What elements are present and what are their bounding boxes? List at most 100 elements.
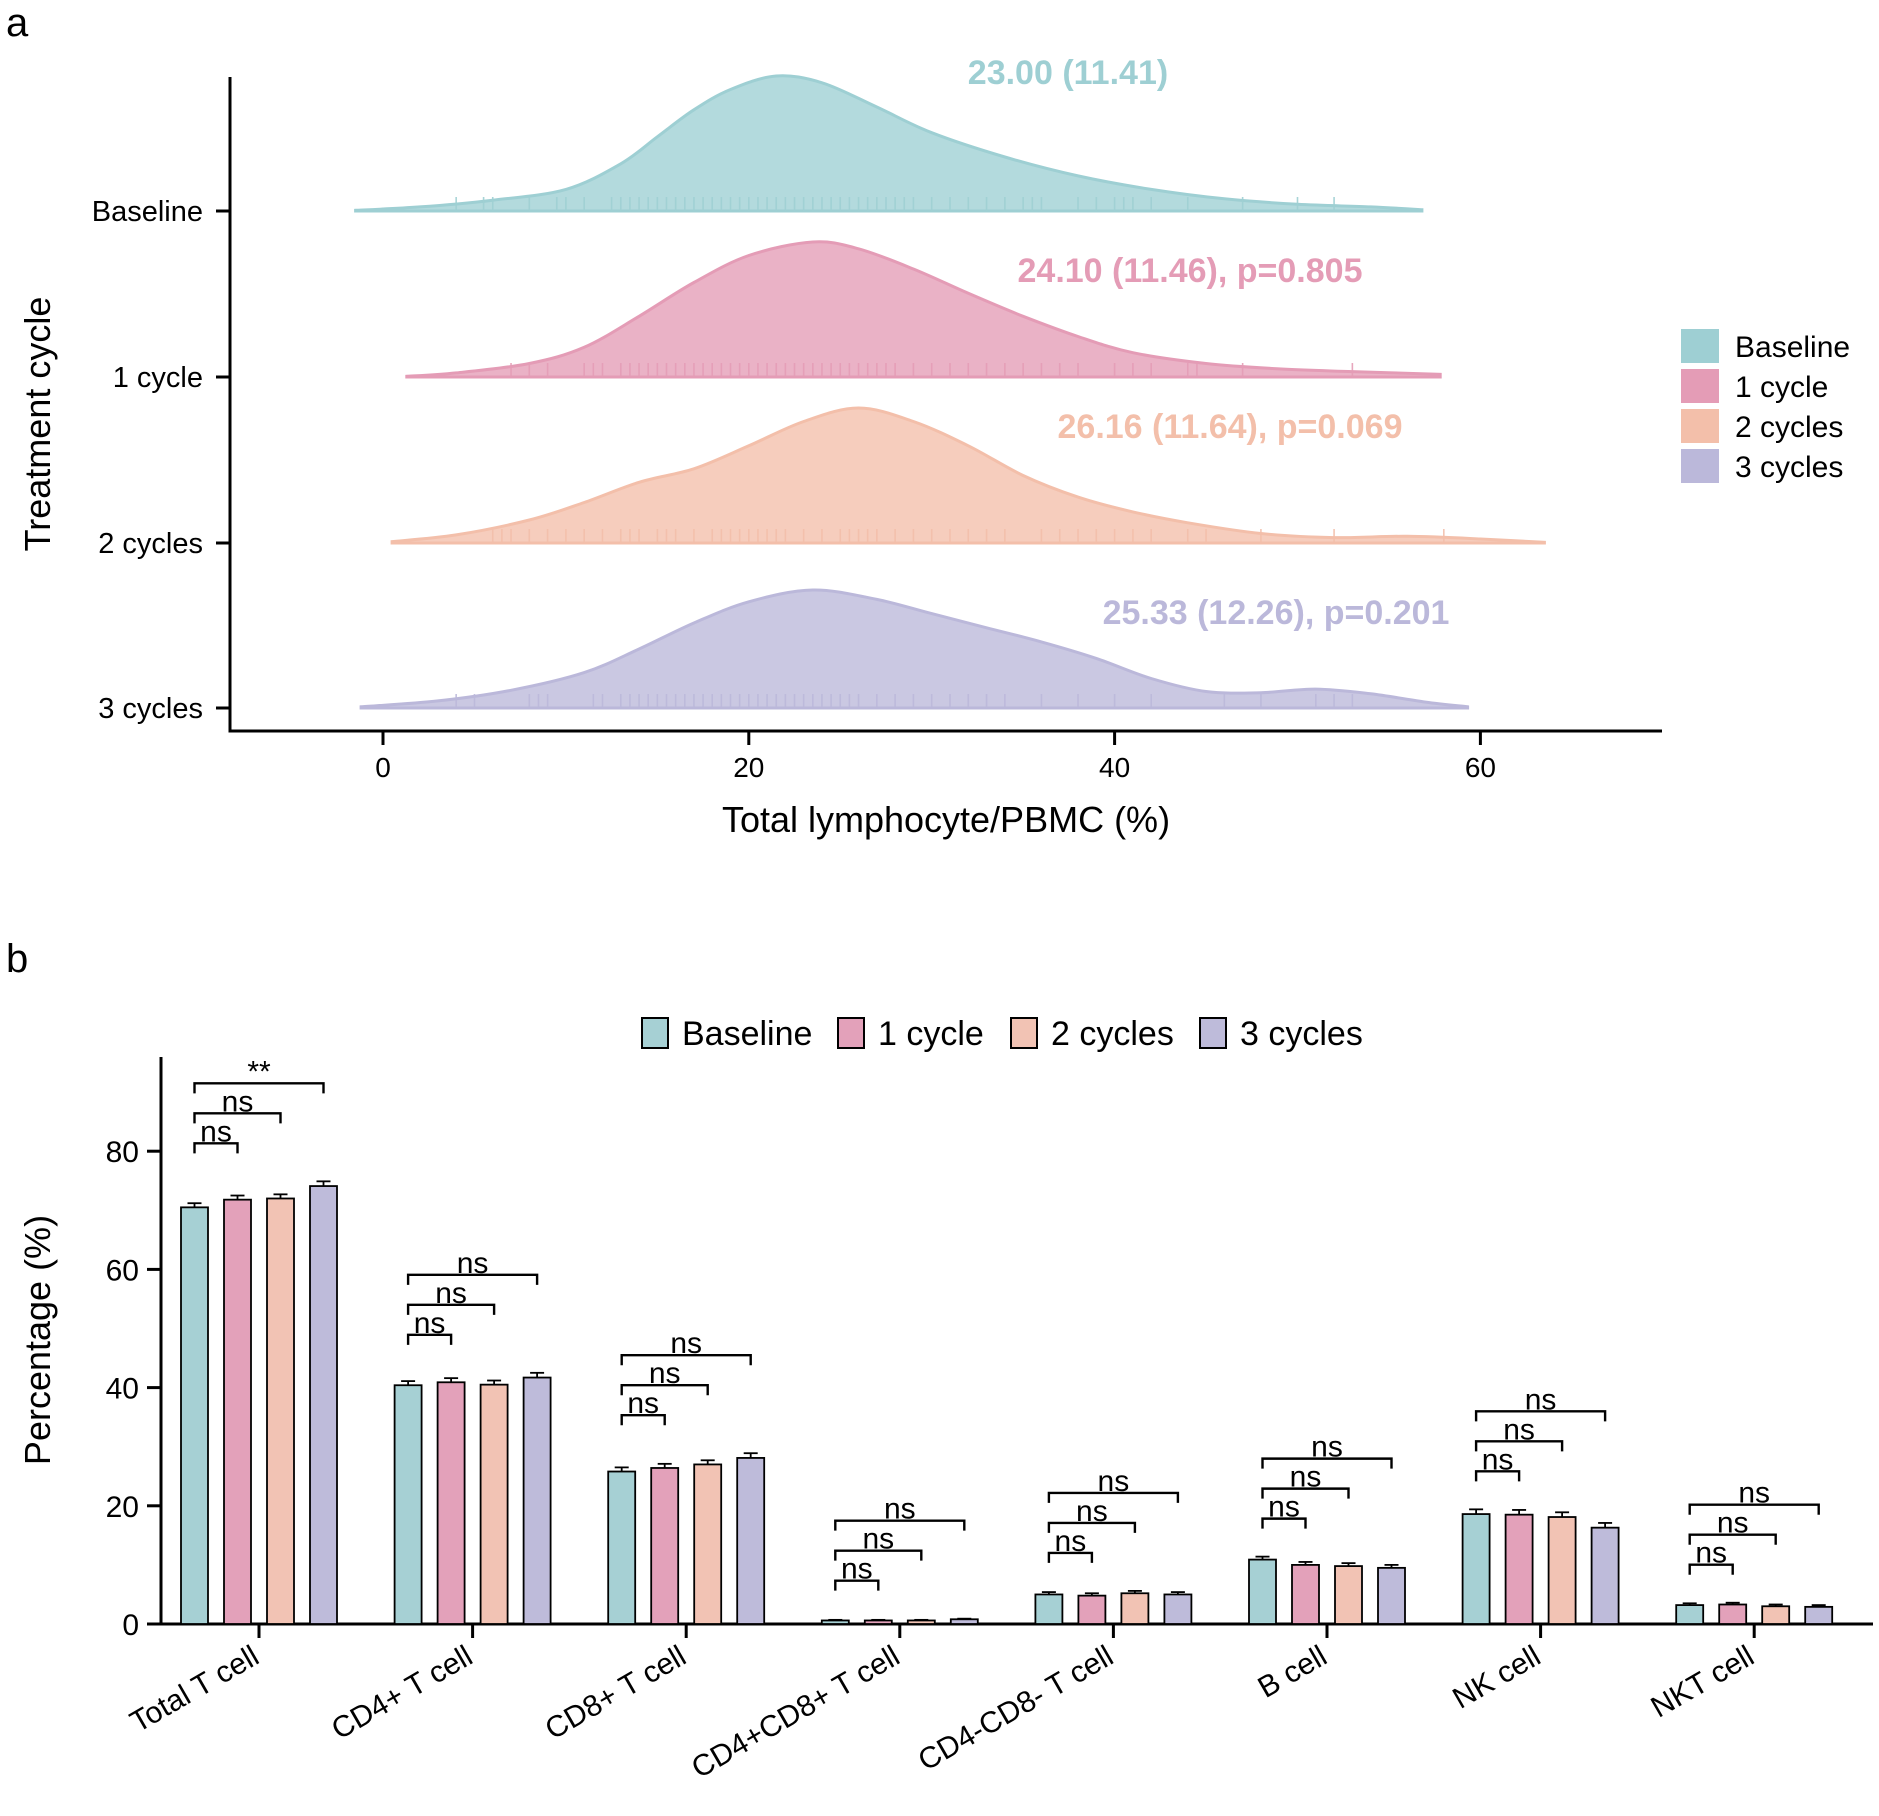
bar-cd8-t-cell-2-cycles — [693, 1463, 723, 1625]
y-tick-label: 0 — [122, 1609, 139, 1642]
significance-bracket — [406, 1303, 496, 1315]
significance-label: ns — [1525, 1383, 1557, 1416]
bar-b-cell-3-cycles — [1377, 1566, 1406, 1625]
panel-a-densities — [354, 74, 1546, 710]
significance-bracket — [406, 1273, 539, 1285]
x-tick-label-cd4-cd8-t-cell: CD4+CD8+ T cell — [686, 1639, 905, 1785]
legend-swatch-1-cycle — [837, 1017, 865, 1049]
bar-total-t-cell-3-cycles — [309, 1185, 338, 1625]
bar-cd4-cd8-t-cell-baseline — [820, 1619, 850, 1625]
panel-a-letter: a — [6, 1, 29, 45]
significance-label: ns — [670, 1327, 702, 1360]
x-tick-label: 0 — [375, 752, 391, 783]
significance-bracket — [1474, 1470, 1521, 1482]
significance-bracket — [193, 1112, 282, 1124]
bar-nk-cell-2-cycles — [1547, 1516, 1577, 1625]
legend-label-baseline: Baseline — [682, 1015, 812, 1053]
density-2-cycles — [390, 406, 1546, 545]
significance-bracket — [1261, 1457, 1393, 1469]
bar-cd4-cd8-t-cell-1-cycle — [863, 1619, 893, 1625]
significance-bracket — [1261, 1487, 1350, 1499]
bar-nkt-cell-2-cycles — [1761, 1605, 1791, 1625]
significance-label: ns — [1098, 1465, 1130, 1498]
bar-cd4-t-cell-baseline — [393, 1384, 423, 1625]
significance-bracket — [834, 1519, 966, 1531]
legend-label-1-cycle: 1 cycle — [878, 1015, 984, 1053]
x-tick-label-cd4-t-cell: CD4+ T cell — [326, 1639, 478, 1746]
panel-b-legend: Baseline 1 cycle 2 cycles 3 cycles — [641, 1015, 1363, 1053]
bar-total-t-cell-baseline — [180, 1206, 209, 1625]
significance-label: ns — [1738, 1477, 1770, 1510]
bar-cd8-t-cell-1-cycle — [650, 1467, 680, 1625]
legend-swatch-2-cycles — [1681, 409, 1719, 443]
density-1-cycle — [405, 240, 1442, 379]
significance-bracket — [1688, 1533, 1777, 1545]
bar-cd4-cd8-t-cell-3-cycles — [949, 1618, 979, 1625]
significance-bracket — [1474, 1410, 1607, 1422]
significance-bracket — [1047, 1491, 1180, 1503]
x-tick-label: 60 — [1465, 752, 1496, 783]
bar-cd8-t-cell-baseline — [607, 1470, 637, 1625]
legend-swatch-baseline — [641, 1017, 669, 1049]
significance-label: ns — [841, 1553, 873, 1586]
bar-nk-cell-3-cycles — [1590, 1526, 1620, 1625]
bar-nk-cell-baseline — [1461, 1513, 1491, 1625]
annotation-2-cycles: 26.16 (11.64), p=0.069 — [1058, 408, 1403, 446]
rug-2-cycles — [491, 529, 1445, 543]
bar-total-t-cell-1-cycle — [223, 1198, 252, 1625]
bar-cd4-t-cell-3-cycles — [522, 1376, 552, 1625]
annotation-baseline: 23.00 (11.41) — [968, 54, 1168, 92]
significance-label: ns — [1503, 1413, 1535, 1446]
bar-b-cell-2-cycles — [1334, 1565, 1363, 1625]
panel-b-bars — [180, 1180, 1834, 1625]
density-baseline — [354, 74, 1424, 213]
significance-label: ns — [862, 1523, 894, 1556]
bar-cd4-t-cell-1-cycle — [436, 1381, 466, 1625]
rug-baseline — [455, 197, 1335, 211]
bar-cd4-cd8-t-cell-3-cycles — [1163, 1593, 1193, 1625]
significance-label: ns — [1695, 1537, 1727, 1570]
x-tick-label-cd8-t-cell: CD8+ T cell — [540, 1639, 692, 1746]
significance-label: ns — [649, 1357, 681, 1390]
bar-cd4-cd8-t-cell-2-cycles — [1120, 1592, 1150, 1625]
bar-nk-cell-1-cycle — [1504, 1513, 1534, 1625]
significance-label: ns — [1311, 1431, 1343, 1464]
significance-bracket — [406, 1333, 453, 1345]
panel-b-letter: b — [6, 937, 28, 981]
legend-label-2-cycles: 2 cycles — [1735, 411, 1843, 444]
significance-label: ns — [1717, 1507, 1749, 1540]
significance-label: ns — [1290, 1461, 1322, 1494]
legend-label-3-cycles: 3 cycles — [1240, 1015, 1363, 1053]
legend-label-baseline: Baseline — [1735, 331, 1850, 364]
x-tick-label: 40 — [1099, 752, 1130, 783]
bar-cd4-t-cell-2-cycles — [479, 1383, 509, 1625]
panel-a-annotations: 23.00 (11.41) 24.10 (11.46), p=0.805 26.16… — [968, 54, 1450, 632]
significance-label: ns — [1482, 1443, 1514, 1476]
legend-swatch-3-cycles — [1681, 449, 1719, 483]
significance-bracket — [1474, 1440, 1564, 1452]
rug-3-cycles — [455, 694, 1354, 708]
significance-label: ns — [435, 1277, 467, 1310]
y-tick-label: 20 — [106, 1491, 139, 1524]
legend-swatch-2-cycles — [1010, 1017, 1038, 1049]
significance-bracket — [1688, 1563, 1734, 1575]
panel-a-y-axis-title: Treatment cycle — [17, 297, 58, 552]
y-tick-label: 60 — [106, 1254, 139, 1287]
bar-b-cell-1-cycle — [1291, 1564, 1320, 1625]
y-tick-label-1-cycle: 1 cycle — [113, 362, 203, 394]
legend-label-1-cycle: 1 cycle — [1735, 371, 1828, 404]
bar-cd4-cd8-t-cell-1-cycle — [1077, 1594, 1107, 1625]
significance-label: ns — [200, 1115, 232, 1148]
significance-label: ** — [247, 1055, 271, 1088]
x-tick-label-nk-cell: NK cell — [1447, 1639, 1546, 1715]
significance-label: ns — [457, 1247, 489, 1280]
legend-swatch-baseline — [1681, 329, 1719, 363]
legend-label-2-cycles: 2 cycles — [1051, 1015, 1174, 1053]
